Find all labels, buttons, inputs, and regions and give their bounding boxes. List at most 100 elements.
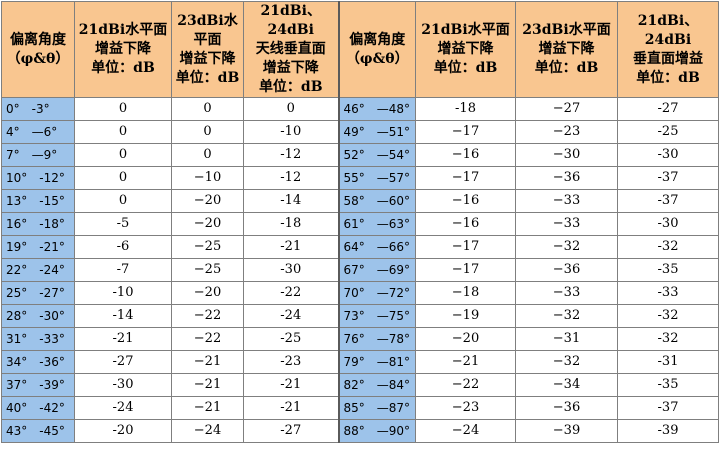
gain-drop-cell: -30 (74, 373, 172, 397)
angle-range-cell: 40° -42° (1, 396, 75, 420)
table-body: 0° -3° 0 0 0 46° —48° -18 −27 -27 4° —6° 0 0 -10 49°… (1, 97, 719, 443)
angle-range-cell: 64° —66° (337, 235, 416, 259)
gain-drop-cell: 0 (171, 97, 244, 121)
gain-drop-cell: -25 (243, 327, 339, 351)
gain-drop-cell: -22 (243, 281, 339, 305)
header-deviation-angle-left: 偏离角度 （φ&θ） (1, 1, 75, 98)
header-line: 偏离角度 (349, 31, 406, 48)
gain-drop-cell: −24 (171, 419, 244, 443)
gain-drop-cell: -21 (74, 327, 172, 351)
header-line: 单位：dB (534, 60, 599, 76)
header-line: 单位：dB (433, 60, 498, 76)
gain-drop-cell: −33 (515, 281, 618, 305)
header-21dbi-horizontal-right: 21dBi水平面 增益下降 单位：dB (415, 1, 516, 98)
angle-range-cell: 61° —63° (337, 212, 416, 236)
gain-drop-cell: -18 (243, 212, 339, 236)
table-row: 25° -27° -10 −20 -22 70° —72° −18 −33 -33 (1, 281, 719, 305)
gain-drop-cell: 0 (243, 97, 339, 121)
gain-drop-cell: −21 (171, 373, 244, 397)
gain-drop-cell: -6 (74, 235, 172, 259)
gain-drop-cell: 0 (171, 143, 244, 167)
gain-drop-cell: −21 (171, 350, 244, 374)
gain-drop-cell: −24 (415, 419, 516, 443)
table-header: 偏离角度 （φ&θ） 21dBi水平面 增益下降 单位：dB 23dBi水 平面 增益下降 单位… (1, 1, 719, 98)
gain-drop-cell: −17 (415, 120, 516, 144)
angle-range-cell: 0° -3° (1, 97, 75, 121)
gain-drop-cell: 0 (74, 143, 172, 167)
gain-drop-cell: 0 (74, 120, 172, 144)
gain-drop-cell: −20 (415, 327, 516, 351)
gain-drop-cell: −36 (515, 396, 618, 420)
gain-drop-cell: -27 (74, 350, 172, 374)
table-row: 31° -33° -21 −22 -25 76° —78° −20 −31 -32 (1, 327, 719, 351)
angle-range-cell: 28° -30° (1, 304, 75, 328)
header-line: （φ&θ） (345, 50, 409, 67)
gain-drop-cell: -30 (617, 143, 719, 167)
table-row: 7° —9° 0 0 -12 52° —54° −16 −30 -30 (1, 143, 719, 167)
gain-drop-cell: −16 (415, 212, 516, 236)
angle-range-cell: 37° -39° (1, 373, 75, 397)
gain-drop-cell: -10 (243, 120, 339, 144)
table-row: 37° -39° -30 −21 -21 82° —84° −22 −34 -35 (1, 373, 719, 397)
gain-drop-cell: -12 (243, 143, 339, 167)
gain-drop-cell: −36 (515, 258, 618, 282)
header-deviation-angle-right: 偏离角度 （φ&θ） (337, 1, 416, 98)
gain-drop-cell: −33 (515, 189, 618, 213)
table-row: 0° -3° 0 0 0 46° —48° -18 −27 -27 (1, 97, 719, 121)
angle-range-cell: 22° -24° (1, 258, 75, 282)
table-row: 19° -21° -6 −25 -21 64° —66° −17 −32 -32 (1, 235, 719, 259)
gain-drop-cell: −36 (515, 166, 618, 190)
gain-drop-cell: -31 (617, 350, 719, 374)
gain-drop-cell: −10 (171, 166, 244, 190)
gain-drop-cell: −32 (515, 304, 618, 328)
gain-drop-cell: 0 (74, 166, 172, 190)
header-line: 天线垂直面 (255, 41, 326, 57)
angle-range-cell: 4° —6° (1, 120, 75, 144)
gain-drop-cell: −25 (171, 258, 244, 282)
angle-range-cell: 19° -21° (1, 235, 75, 259)
gain-drop-cell: −17 (415, 166, 516, 190)
header-vertical-left: 21dBi、24dBi 天线垂直面 增益下降 单位：dB (243, 1, 339, 98)
gain-drop-cell: -14 (243, 189, 339, 213)
gain-drop-cell: -35 (617, 258, 719, 282)
table-row: 28° -30° -14 −22 -24 73° —75° −19 −32 -32 (1, 304, 719, 328)
angle-range-cell: 55° —57° (337, 166, 416, 190)
table-row: 4° —6° 0 0 -10 49° —51° −17 −23 -25 (1, 120, 719, 144)
gain-drop-cell: −23 (415, 396, 516, 420)
gain-drop-cell: -32 (617, 327, 719, 351)
gain-drop-cell: -32 (617, 235, 719, 259)
table-row: 10° -12° 0 −10 -12 55° —57° −17 −36 -37 (1, 166, 719, 190)
gain-drop-cell: -27 (243, 419, 339, 443)
angle-range-cell: 25° -27° (1, 281, 75, 305)
gain-drop-cell: -33 (617, 281, 719, 305)
gain-drop-cell: -24 (243, 304, 339, 328)
gain-drop-cell: −18 (415, 281, 516, 305)
angle-range-cell: 43° -45° (1, 419, 75, 443)
gain-drop-cell: -12 (243, 166, 339, 190)
gain-drop-cell: −27 (515, 97, 618, 121)
gain-drop-cell: −20 (171, 281, 244, 305)
header-line: 23dBi水平面 (522, 22, 611, 38)
angle-range-cell: 79° —81° (337, 350, 416, 374)
gain-drop-cell: -18 (415, 97, 516, 121)
gain-drop-cell: -37 (617, 189, 719, 213)
header-line: 21dBi、24dBi (260, 3, 321, 38)
gain-drop-cell: 0 (171, 120, 244, 144)
header-line: 增益下降 (538, 41, 595, 57)
gain-drop-cell: -35 (617, 373, 719, 397)
gain-drop-cell: -10 (74, 281, 172, 305)
angle-range-cell: 34° -36° (1, 350, 75, 374)
gain-drop-cell: -21 (243, 235, 339, 259)
gain-drop-cell: −22 (415, 373, 516, 397)
header-line: 偏离角度 (10, 31, 66, 48)
header-line: 垂直面增益 (633, 50, 703, 67)
gain-drop-cell: −25 (171, 235, 244, 259)
header-line: 增益下降 (262, 60, 319, 76)
angle-range-cell: 13° -15° (1, 189, 75, 213)
angle-range-cell: 58° —60° (337, 189, 416, 213)
angle-range-cell: 85° —87° (337, 396, 416, 420)
header-line: 单位：dB (175, 69, 240, 86)
angle-range-cell: 16° -18° (1, 212, 75, 236)
gain-drop-cell: -14 (74, 304, 172, 328)
gain-drop-cell: -20 (74, 419, 172, 443)
